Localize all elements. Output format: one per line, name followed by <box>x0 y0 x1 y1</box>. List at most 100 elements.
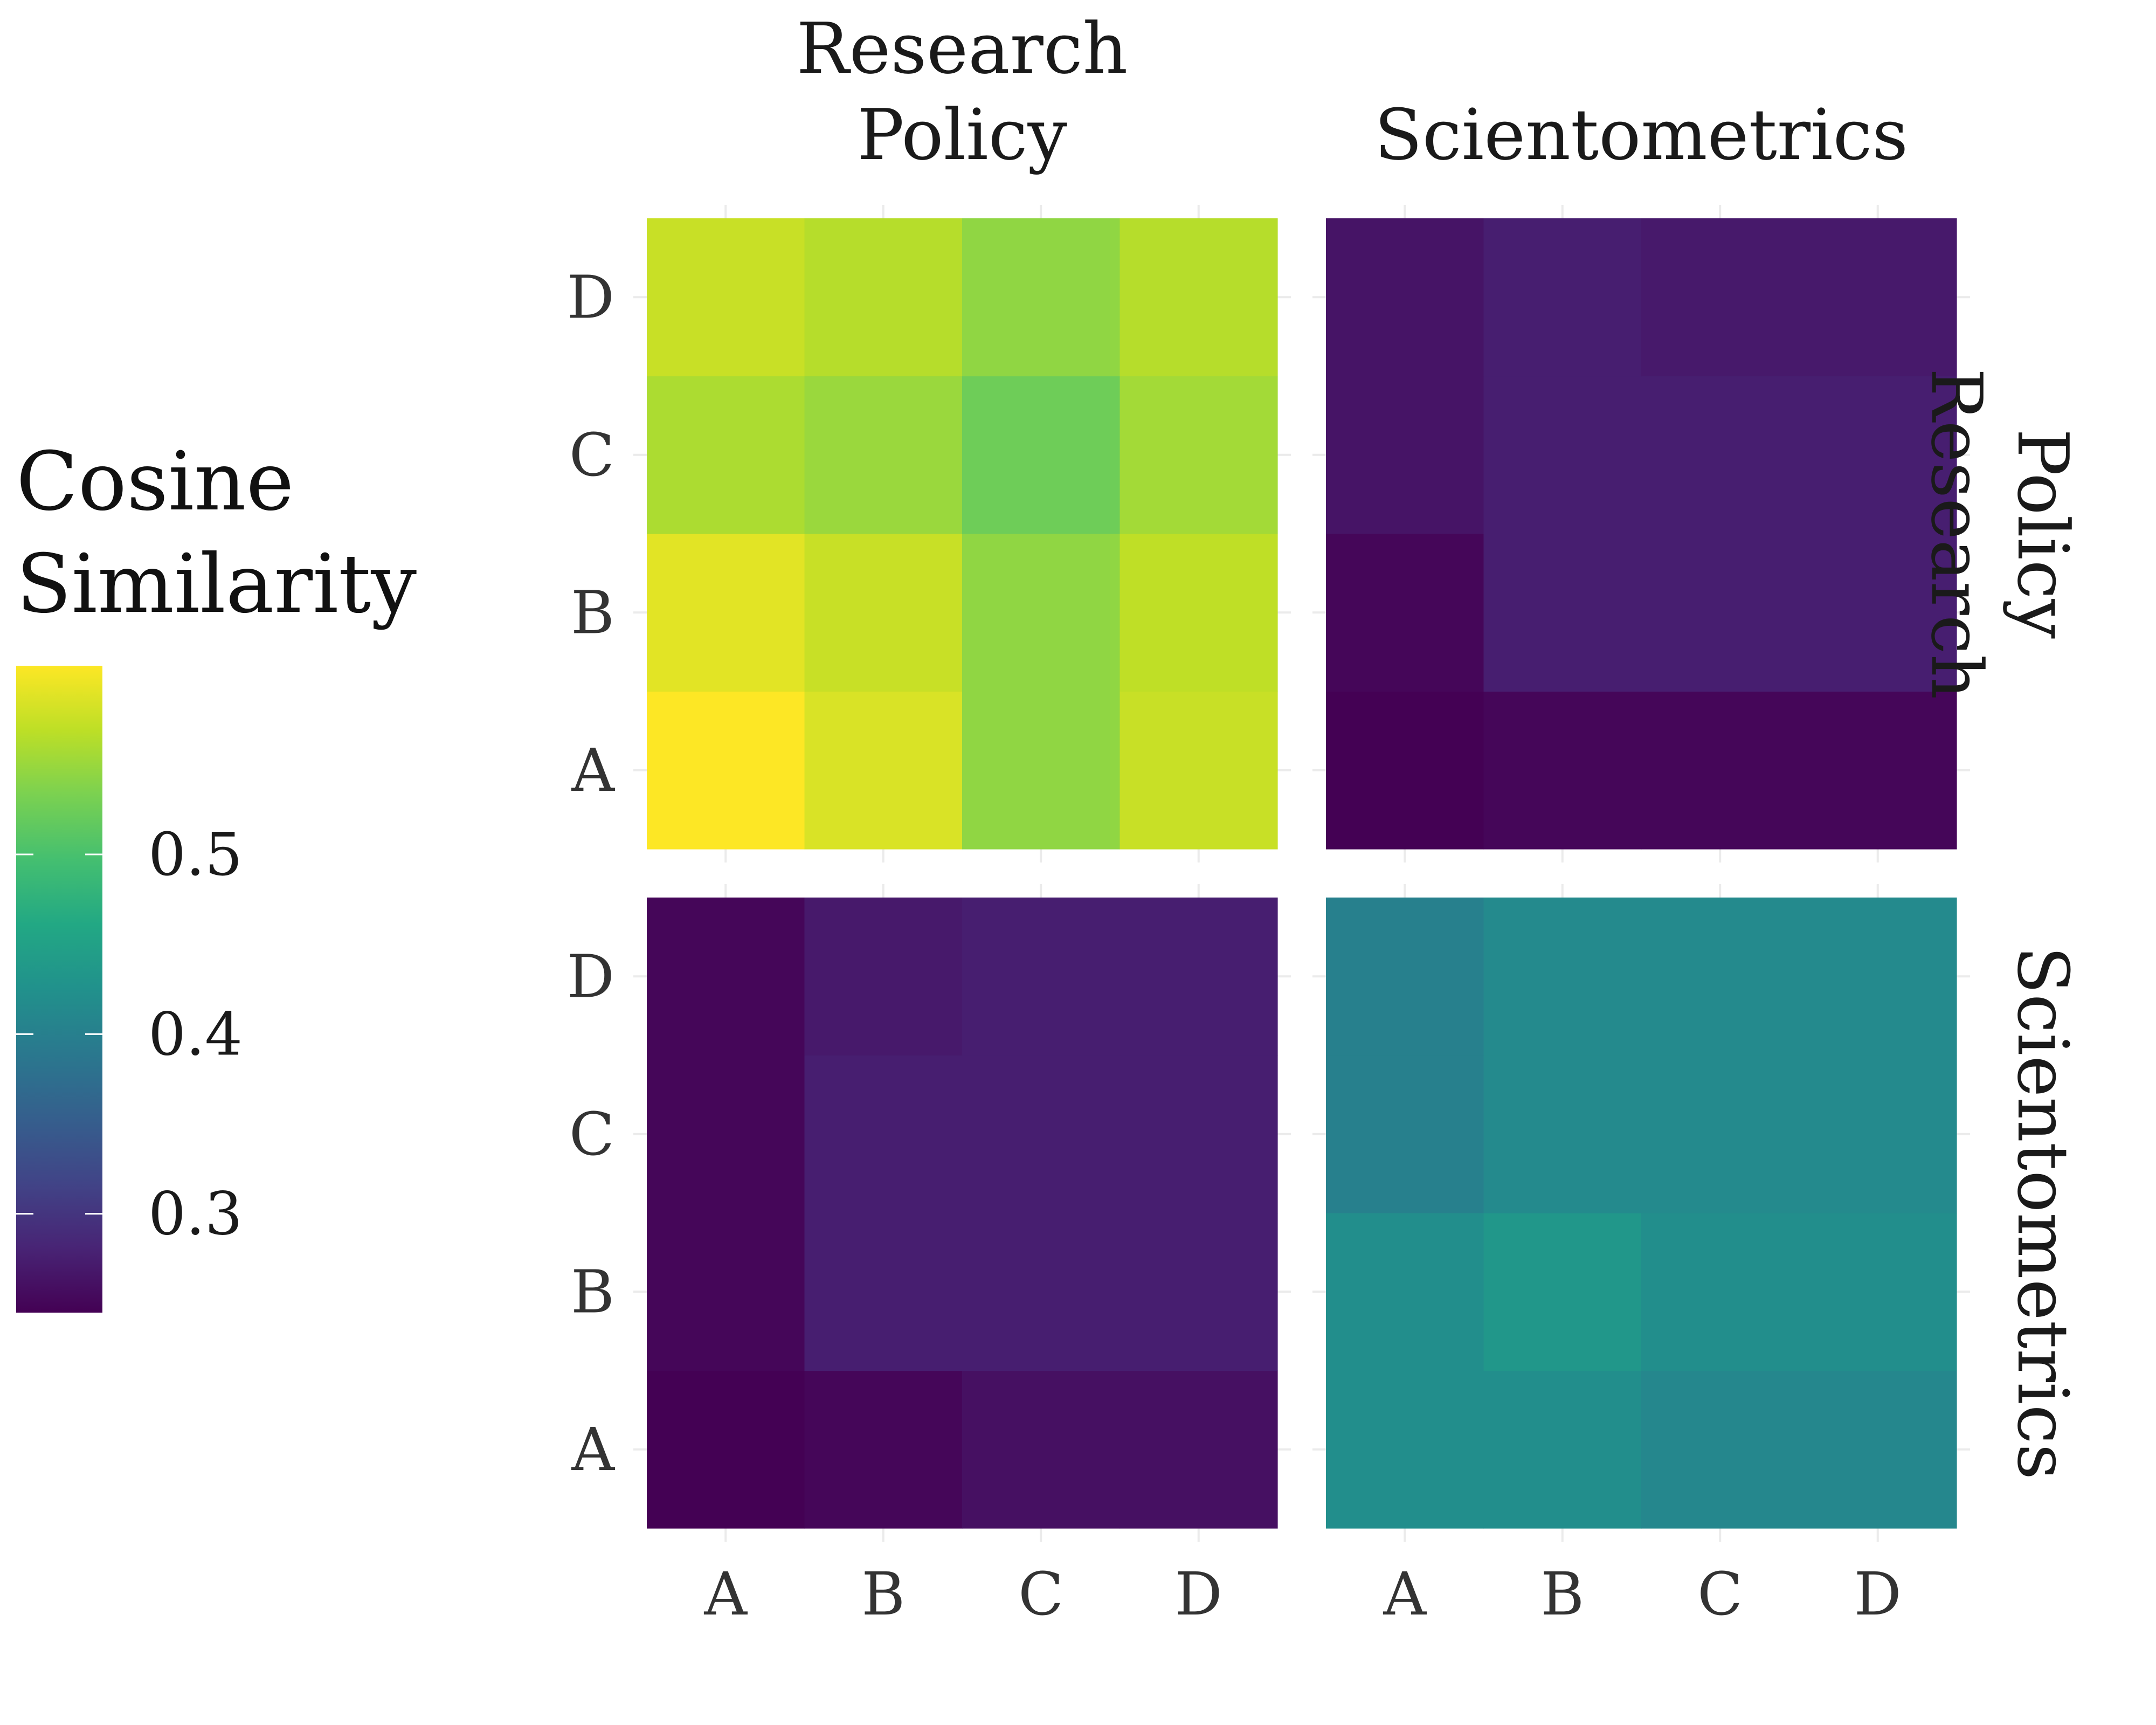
heat-cell-C-C <box>962 1055 1121 1213</box>
heat-cell-D-D <box>1799 218 1957 377</box>
row-strip: Research Policy <box>1916 368 2084 700</box>
x-tick-label: A <box>1383 1560 1427 1629</box>
heat-cell-A-B <box>647 1213 805 1371</box>
heat-cell-A-D <box>647 898 805 1056</box>
heat-cell-C-C <box>1641 1055 1800 1213</box>
heat-cell-B-C <box>804 1055 963 1213</box>
y-tick-label: C <box>569 1100 614 1169</box>
heat-cell-D-A <box>1120 1370 1278 1529</box>
heat-cell-C-A <box>962 691 1121 850</box>
heat-cell-A-A <box>1326 691 1484 850</box>
col-strip-label: Scientometrics <box>1374 94 1908 176</box>
heat-cell-D-A <box>1120 691 1278 850</box>
heat-cell-D-A <box>1799 691 1957 850</box>
heat-cell-B-D <box>1483 218 1642 377</box>
heat-cell-A-C <box>647 1055 805 1213</box>
heat-cell-A-B <box>1326 534 1484 692</box>
col-strip-label: Policy <box>857 94 1067 176</box>
colorbar-tick-label: 0.4 <box>148 999 243 1068</box>
legend-title: Cosine <box>16 435 294 529</box>
heat-cell-D-C <box>1799 376 1957 534</box>
heat-cell-C-C <box>1641 376 1800 534</box>
heat-cell-A-C <box>1326 376 1484 534</box>
heat-cell-A-A <box>647 1370 805 1529</box>
heat-cell-D-D <box>1120 898 1278 1056</box>
row-strip-label: Policy <box>2002 429 2084 639</box>
legend-title: Similarity <box>16 537 417 631</box>
x-tick-label: C <box>1697 1560 1743 1629</box>
panel-r0-c0 <box>647 218 1278 850</box>
panel-r1-c0 <box>647 898 1278 1529</box>
panel-r1-c1 <box>1326 898 1957 1529</box>
heat-cell-D-D <box>1799 898 1957 1056</box>
heat-cell-A-B <box>647 534 805 692</box>
x-tick-label: A <box>704 1560 748 1629</box>
panel-r0-c1 <box>1326 218 1957 850</box>
heat-cell-D-B <box>1120 1213 1278 1371</box>
heat-cell-A-D <box>647 218 805 377</box>
x-tick-label: D <box>1854 1560 1902 1629</box>
y-tick-label: A <box>571 1415 616 1484</box>
heat-cell-B-B <box>1483 534 1642 692</box>
heat-cell-A-D <box>1326 218 1484 377</box>
heat-cell-D-B <box>1799 534 1957 692</box>
heat-cell-D-B <box>1799 1213 1957 1371</box>
heat-cell-A-D <box>1326 898 1484 1056</box>
heat-cell-C-D <box>962 898 1121 1056</box>
x-tick-label: C <box>1018 1560 1063 1629</box>
heat-cell-B-D <box>804 898 963 1056</box>
heat-cell-C-B <box>962 534 1121 692</box>
heat-cell-B-C <box>804 376 963 534</box>
heat-cell-A-C <box>1326 1055 1484 1213</box>
y-tick-label: A <box>571 736 616 805</box>
panels <box>633 205 1970 1542</box>
heat-cell-D-C <box>1120 1055 1278 1213</box>
heat-cell-C-A <box>962 1370 1121 1529</box>
heat-cell-B-D <box>1483 898 1642 1056</box>
y-tick-label: D <box>567 942 614 1011</box>
heat-cell-C-B <box>962 1213 1121 1371</box>
heat-cell-A-A <box>647 691 805 850</box>
col-strip-label: Research <box>797 8 1128 89</box>
heat-cell-D-C <box>1799 1055 1957 1213</box>
heat-cell-C-A <box>1641 1370 1800 1529</box>
heat-cell-B-B <box>1483 1213 1642 1371</box>
heat-cell-C-D <box>1641 218 1800 377</box>
x-tick-label: B <box>1540 1560 1584 1629</box>
heat-cell-B-B <box>804 1213 963 1371</box>
colorbar-tick-label: 0.3 <box>148 1179 243 1248</box>
x-tick-label: D <box>1175 1560 1222 1629</box>
heat-cell-C-B <box>1641 534 1800 692</box>
row-strip-label: Scientometrics <box>2002 946 2084 1480</box>
heat-cell-B-C <box>1483 1055 1642 1213</box>
heat-cell-D-A <box>1799 1370 1957 1529</box>
heat-cell-D-B <box>1120 534 1278 692</box>
axis-ticks: A B C D A B C D A B C D A B C D <box>567 263 1902 1629</box>
heat-cell-B-A <box>1483 1370 1642 1529</box>
heat-cell-C-D <box>1641 898 1800 1056</box>
y-tick-label: C <box>569 420 614 489</box>
heat-cell-B-A <box>804 1370 963 1529</box>
heat-cell-A-C <box>647 376 805 534</box>
heat-cell-A-B <box>1326 1213 1484 1371</box>
heat-cell-A-A <box>1326 1370 1484 1529</box>
y-tick-label: B <box>571 1257 614 1326</box>
heat-cell-B-A <box>804 691 963 850</box>
x-tick-label: B <box>861 1560 905 1629</box>
colorbar <box>16 666 102 1313</box>
heat-cell-C-D <box>962 218 1121 377</box>
heat-cell-D-C <box>1120 376 1278 534</box>
heat-cell-B-D <box>804 218 963 377</box>
y-tick-label: D <box>567 263 614 332</box>
row-strip: Scientometrics <box>2002 946 2084 1480</box>
colorbar-tick-label: 0.5 <box>148 820 243 889</box>
heat-cell-C-A <box>1641 691 1800 850</box>
heat-cell-B-A <box>1483 691 1642 850</box>
y-tick-label: B <box>571 578 614 647</box>
heat-cell-B-B <box>804 534 963 692</box>
row-strip-label: Research <box>1916 368 1998 700</box>
